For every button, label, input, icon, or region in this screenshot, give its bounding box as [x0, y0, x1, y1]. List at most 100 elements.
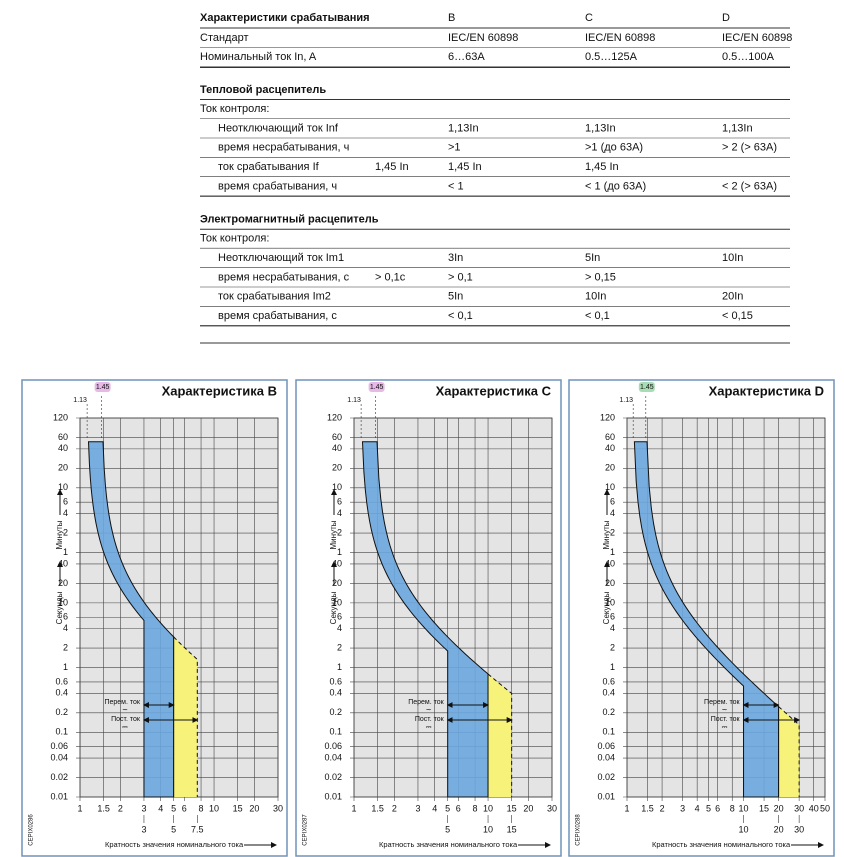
x-tick-label: 3: [415, 803, 420, 813]
y-tick-label: 0.2: [55, 707, 68, 717]
y-tick-label: 0.2: [329, 707, 342, 717]
y-tick-label: 40: [605, 558, 615, 568]
ac-label: Перем. ток: [104, 699, 140, 706]
thermal-label: 1.45: [370, 384, 384, 391]
seconds-label: Секунды: [329, 591, 338, 624]
y-tick-label: 2: [610, 642, 615, 652]
column-header: D: [722, 12, 730, 24]
cell: 6…63A: [448, 51, 485, 63]
thermal-label: 1.13: [347, 397, 361, 404]
x-tick-label: 5: [171, 803, 176, 813]
seconds-label: Секунды: [55, 591, 64, 624]
x-tick-label: 10: [209, 803, 219, 813]
chart-panel: Характеристика C120604020106421402010642…: [295, 379, 562, 857]
ac-symbol: ~: [122, 704, 127, 714]
x-tick-label: 10: [483, 803, 493, 813]
y-tick-label: 4: [63, 508, 68, 518]
y-tick-label: 120: [53, 412, 68, 422]
section-subtitle: Ток контроля:: [200, 103, 269, 115]
y-tick-label: 20: [332, 463, 342, 473]
y-tick-label: 20: [58, 578, 68, 588]
row-label: время срабатывания, с: [218, 310, 337, 322]
minutes-label: Минуты: [55, 520, 64, 549]
y-tick-label: 0.4: [602, 688, 615, 698]
x-tick-label: 15: [507, 803, 517, 813]
y-tick-label: 0.6: [329, 676, 342, 686]
x-tick-label: 15: [233, 803, 243, 813]
y-tick-label: 4: [63, 623, 68, 633]
magnetic-label: 5: [445, 824, 450, 834]
magnetic-label: 15: [507, 824, 517, 834]
y-tick-label: 1: [63, 662, 68, 672]
cell: < 1 (до 63A): [585, 180, 646, 192]
row-label: ток срабатывания Im2: [218, 291, 331, 303]
y-tick-label: 0.1: [602, 727, 615, 737]
x-axis-label: Кратность значения номинального тока: [652, 840, 791, 849]
x-tick-label: 10: [739, 803, 749, 813]
x-tick-label: 8: [473, 803, 478, 813]
y-tick-label: 1: [610, 547, 615, 557]
figure-code: CEPIX0288: [576, 814, 582, 846]
x-tick-label: 1: [351, 803, 356, 813]
x-tick-label: 2: [392, 803, 397, 813]
x-tick-label: 1.5: [641, 803, 654, 813]
cell: < 0,15: [722, 310, 753, 322]
y-tick-label: 2: [337, 642, 342, 652]
cell: 0.5…125A: [585, 51, 638, 63]
cell: >1 (до 63A): [585, 142, 643, 154]
cell: 5In: [448, 291, 463, 303]
y-tick-label: 0.4: [329, 688, 342, 698]
row-label: Стандарт: [200, 32, 249, 44]
x-tick-label: 4: [158, 803, 163, 813]
dc-boundary: [487, 673, 513, 797]
y-tick-label: 6: [337, 612, 342, 622]
cell: < 0,1: [448, 310, 473, 322]
y-tick-label: 6: [63, 612, 68, 622]
magnetic-label: 3: [141, 824, 146, 834]
label-highlight: [638, 382, 655, 392]
section-subtitle: Ток контроля:: [200, 233, 269, 245]
y-tick-label: 1: [610, 662, 615, 672]
row-note: 1,45 In: [375, 161, 409, 173]
cell: 1,45 In: [448, 161, 482, 173]
cell: > 2 (> 63A): [722, 142, 777, 154]
y-tick-label: 60: [332, 432, 342, 442]
x-tick-label: 1: [624, 803, 629, 813]
row-note: > 0,1с: [375, 271, 406, 283]
y-tick-label: 60: [605, 432, 615, 442]
cell: 20In: [722, 291, 743, 303]
x-tick-label: 6: [715, 803, 720, 813]
x-tick-label: 2: [118, 803, 123, 813]
cell: > 0,1: [448, 271, 473, 283]
y-tick-label: 10: [58, 482, 68, 492]
y-tick-label: 6: [610, 497, 615, 507]
cell: 10In: [722, 252, 743, 264]
y-tick-label: 0.1: [55, 727, 68, 737]
column-header: B: [448, 12, 455, 24]
figure-code: CEPIX0287: [303, 814, 309, 846]
x-tick-label: 40: [809, 803, 819, 813]
y-tick-label: 6: [610, 612, 615, 622]
x-tick-label: 30: [794, 803, 804, 813]
chart-title: Характеристика D: [709, 383, 824, 398]
x-tick-label: 2: [660, 803, 665, 813]
y-tick-label: 0.02: [50, 772, 68, 782]
y-tick-label: 40: [58, 558, 68, 568]
y-tick-label: 0.4: [55, 688, 68, 698]
section-title: Тепловой расцепитель: [200, 84, 326, 96]
row-label: время несрабатывания, с: [218, 271, 350, 283]
y-tick-label: 0.02: [324, 772, 342, 782]
row-label: Номинальный ток In, A: [200, 51, 317, 63]
x-tick-label: 5: [706, 803, 711, 813]
cell: IEC/EN 60898: [585, 32, 655, 44]
magnetic-label: 10: [739, 824, 749, 834]
label-highlight: [368, 382, 385, 392]
dc-boundary: [173, 636, 198, 797]
chart-title: Характеристика B: [162, 383, 277, 398]
y-tick-label: 120: [600, 412, 615, 422]
y-tick-label: 4: [610, 508, 615, 518]
ac-label: Перем. ток: [704, 699, 740, 706]
x-tick-label: 20: [774, 803, 784, 813]
cell: < 1: [448, 180, 464, 192]
